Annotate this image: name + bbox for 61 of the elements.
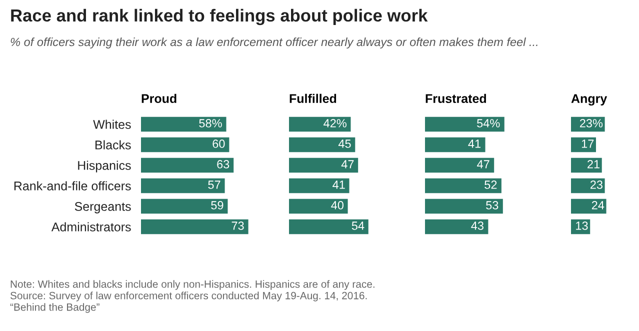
bar xyxy=(289,198,348,214)
y-tick-label: Hispanics xyxy=(78,160,131,172)
data-label: 54 xyxy=(352,222,364,230)
y-tick-label: Whites xyxy=(93,120,131,129)
bar xyxy=(425,178,502,194)
data-label: 73 xyxy=(232,222,244,230)
bar xyxy=(425,158,494,173)
bar xyxy=(571,198,606,214)
text: Race and rank linked to feelings about police work xyxy=(11,8,428,26)
bar xyxy=(141,137,230,152)
y-tick-label: Sergeants xyxy=(74,202,131,214)
data-label: 47 xyxy=(477,160,490,168)
y-tick-label: Rank-and-file officers xyxy=(14,181,131,190)
text: “Behind the Badge” xyxy=(10,303,100,313)
data-label: 23% xyxy=(580,119,603,128)
data-label: 52 xyxy=(484,180,497,189)
data-label: 45 xyxy=(338,140,351,148)
data-label: 24 xyxy=(592,201,604,210)
bar xyxy=(289,137,356,152)
data-label: 60 xyxy=(212,140,225,148)
data-label: 58% xyxy=(199,119,222,128)
chart-title: Angry xyxy=(571,94,608,106)
bar xyxy=(571,178,605,194)
data-label: 63 xyxy=(217,160,230,168)
bar xyxy=(289,116,351,132)
bar xyxy=(571,158,602,173)
data-label: 41 xyxy=(468,140,480,148)
bar xyxy=(571,137,596,152)
text: % of officers saying their work as a law enforcement officer nearly always or often makes them feel ... xyxy=(10,38,538,48)
data-label: 54% xyxy=(477,119,500,128)
data-label: 57 xyxy=(208,180,220,189)
bar xyxy=(289,158,358,173)
bar xyxy=(289,219,368,234)
data-label: 40 xyxy=(331,201,344,210)
bar xyxy=(289,178,350,194)
bar xyxy=(141,198,228,214)
data-label: 47 xyxy=(341,160,354,168)
bar xyxy=(425,219,488,234)
data-label: 21 xyxy=(588,160,600,168)
data-label: 23 xyxy=(590,180,602,189)
data-label: 42% xyxy=(324,119,346,128)
chart-title: Proud xyxy=(142,94,176,104)
text: Note: Whites and blacks include only non-Hispanics. Hispanics are of any race. xyxy=(10,280,374,290)
data-label: 41 xyxy=(332,180,345,189)
source-note: Source: Survey of law enforcement officers conducted May 19-Aug. 14, 2016. xyxy=(10,292,367,302)
bar xyxy=(141,116,226,132)
data-label: 53 xyxy=(486,201,498,210)
bar xyxy=(425,137,486,152)
bar xyxy=(425,116,504,132)
chart-title: Frustrated xyxy=(426,94,486,104)
y-tick-label: Administrators xyxy=(51,222,131,232)
data-label: 13 xyxy=(576,222,588,230)
chart-title: Fulfilled xyxy=(290,94,336,104)
bar xyxy=(141,178,225,194)
data-label: 43 xyxy=(471,222,484,230)
y-tick-label: Blacks xyxy=(95,140,131,150)
bar xyxy=(141,219,248,234)
data-label: 17 xyxy=(582,140,594,148)
bar xyxy=(425,198,503,214)
data-label: 59 xyxy=(211,201,224,210)
bar xyxy=(141,158,234,173)
